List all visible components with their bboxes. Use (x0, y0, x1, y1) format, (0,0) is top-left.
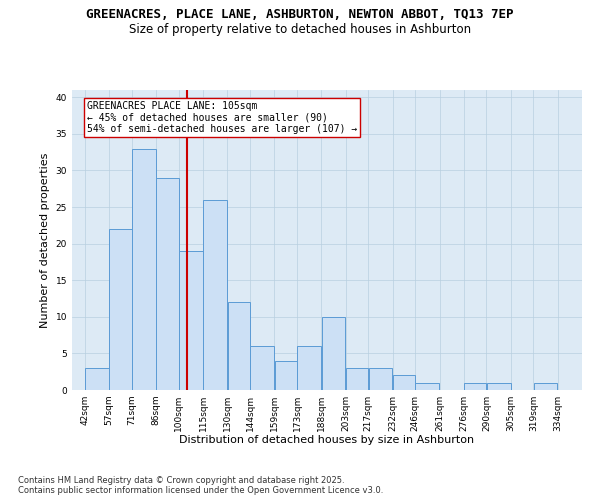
Bar (227, 302, 250, 390)
Bar (250, 346, 274, 390)
Text: Distribution of detached houses by size in Ashburton: Distribution of detached houses by size … (179, 435, 475, 445)
Bar (179, 251, 203, 390)
Bar (487, 382, 511, 390)
Text: Size of property relative to detached houses in Ashburton: Size of property relative to detached ho… (129, 22, 471, 36)
Bar (322, 317, 346, 390)
Text: GREENACRES PLACE LANE: 105sqm
← 45% of detached houses are smaller (90)
54% of s: GREENACRES PLACE LANE: 105sqm ← 45% of d… (86, 101, 357, 134)
Text: GREENACRES, PLACE LANE, ASHBURTON, NEWTON ABBOT, TQ13 7EP: GREENACRES, PLACE LANE, ASHBURTON, NEWTO… (86, 8, 514, 20)
Bar (85, 368, 109, 390)
Bar (533, 382, 557, 390)
Bar (464, 382, 486, 390)
Y-axis label: Number of detached properties: Number of detached properties (40, 152, 50, 328)
Bar (203, 200, 227, 390)
Bar (275, 360, 297, 390)
Bar (415, 382, 439, 390)
Bar (157, 178, 179, 390)
Bar (368, 368, 392, 390)
Bar (297, 346, 321, 390)
Text: Contains HM Land Registry data © Crown copyright and database right 2025.
Contai: Contains HM Land Registry data © Crown c… (18, 476, 383, 495)
Bar (132, 148, 156, 390)
Bar (346, 368, 368, 390)
Bar (393, 376, 415, 390)
Bar (109, 229, 131, 390)
